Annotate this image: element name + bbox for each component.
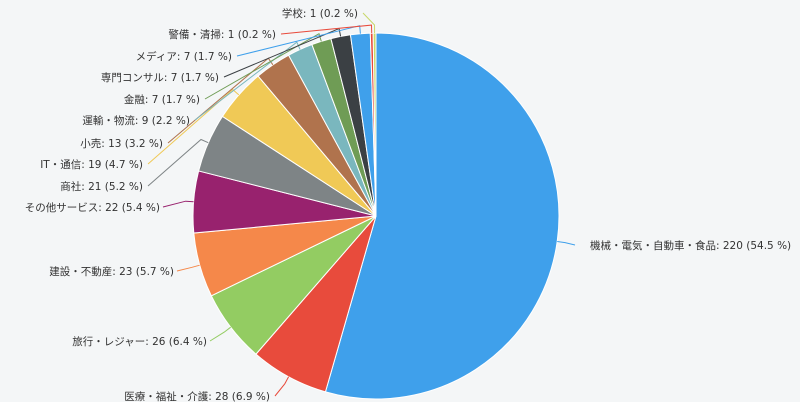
slice-connector-11 (236, 25, 361, 57)
connectors-layer (147, 12, 576, 397)
slice-label-12: 警備・清掃: 1 (0.2 %) (168, 28, 276, 41)
slice-connector-13 (362, 12, 376, 34)
slice-label-7: 小売: 13 (3.2 %) (80, 137, 163, 150)
slice-label-3: 建設・不動産: 23 (5.7 %) (49, 265, 174, 278)
slice-label-0: 機械・電気・自動車・食品: 220 (54.5 %) (590, 239, 791, 252)
slice-connector-9 (204, 32, 322, 100)
slice-connector-0 (557, 241, 576, 246)
slice-connector-8 (194, 41, 301, 121)
slice-label-9: 金融: 7 (1.7 %) (124, 93, 200, 106)
slice-connector-12 (280, 24, 373, 35)
slices-layer (192, 32, 560, 400)
slice-label-13: 学校: 1 (0.2 %) (282, 7, 358, 20)
slice-label-11: メディア: 7 (1.7 %) (136, 50, 232, 63)
slice-label-2: 旅行・レジャー: 26 (6.4 %) (72, 335, 207, 348)
labels-layer: 機械・電気・自動車・食品: 220 (54.5 %) 医療・福祉・介護: 28 (… (25, 7, 791, 402)
slice-connector-2 (209, 326, 232, 342)
slice-label-1: 医療・福祉・介護: 28 (6.9 %) (124, 390, 270, 402)
slice-label-6: IT・通信: 19 (4.7 %) (40, 159, 143, 171)
slice-connector-3 (176, 264, 200, 272)
slice-connector-4 (162, 200, 194, 208)
slice-label-4: その他サービス: 22 (5.4 %) (25, 201, 160, 214)
slice-label-8: 運輸・物流: 9 (2.2 %) (82, 114, 190, 127)
slice-connector-6 (147, 88, 240, 165)
slice-label-10: 専門コンサル: 7 (1.7 %) (101, 72, 219, 84)
slice-connector-1 (274, 376, 290, 397)
pie-slice-13[interactable] (372, 32, 377, 217)
slice-label-5: 商社: 21 (5.2 %) (60, 180, 143, 193)
slice-connector-5 (147, 138, 209, 187)
